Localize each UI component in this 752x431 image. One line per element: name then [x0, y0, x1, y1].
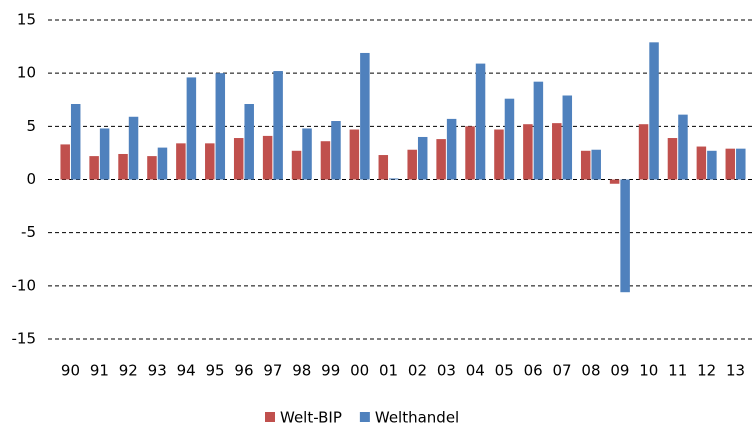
bar — [118, 153, 128, 180]
bar — [291, 150, 302, 180]
bar — [417, 136, 428, 180]
bar — [205, 143, 215, 180]
bar — [176, 143, 186, 180]
bar — [262, 135, 273, 180]
legend-label: Welt-BIP — [280, 409, 342, 427]
x-tick-label: 04 — [466, 362, 485, 380]
x-tick-label: 90 — [61, 362, 80, 380]
bar — [707, 150, 717, 180]
x-tick-label: 13 — [726, 362, 745, 380]
y-tick-label: 10 — [17, 64, 36, 82]
bar — [215, 73, 226, 180]
bar — [494, 129, 504, 180]
x-tick-label: 07 — [552, 362, 571, 380]
bar — [320, 141, 331, 180]
x-tick-label: 05 — [495, 362, 514, 380]
bar — [128, 116, 139, 180]
bar — [475, 63, 486, 180]
x-tick-label: 12 — [697, 362, 716, 380]
x-tick-label: 97 — [263, 362, 282, 380]
y-tick-label: -5 — [21, 223, 36, 241]
y-tick-label: -15 — [12, 330, 37, 348]
x-tick-label: 00 — [350, 362, 369, 380]
x-tick-label: 11 — [668, 362, 687, 380]
bar — [331, 121, 341, 180]
bar — [70, 104, 81, 180]
bar — [407, 149, 417, 180]
bar — [533, 81, 544, 180]
bar — [99, 128, 110, 180]
bar — [580, 150, 591, 180]
y-tick-label: -10 — [12, 276, 37, 294]
bar — [446, 118, 457, 180]
bar — [552, 123, 562, 180]
bar — [562, 95, 573, 180]
bar — [667, 138, 678, 180]
bar — [649, 42, 659, 180]
bar — [725, 148, 736, 180]
x-tick-label: 92 — [119, 362, 138, 380]
y-tick-label: 0 — [26, 170, 36, 188]
bar — [89, 156, 99, 180]
bar — [609, 179, 620, 184]
bar — [736, 148, 746, 180]
x-tick-label: 09 — [610, 362, 629, 380]
bar — [465, 126, 475, 180]
bar — [591, 149, 601, 180]
bar — [302, 128, 312, 180]
bar — [60, 144, 70, 180]
x-tick-label: 91 — [90, 362, 109, 380]
bar — [378, 155, 389, 180]
y-tick-label: 15 — [17, 11, 36, 29]
bar — [620, 179, 630, 293]
bar — [504, 98, 515, 180]
x-tick-label: 03 — [437, 362, 456, 380]
x-tick-label: 06 — [524, 362, 543, 380]
bar — [349, 129, 360, 180]
x-tick-label: 01 — [379, 362, 398, 380]
bar — [678, 114, 688, 180]
legend-swatch — [265, 412, 275, 422]
bar — [696, 146, 707, 180]
bar — [360, 52, 370, 180]
legend-swatch — [359, 412, 370, 422]
bar — [638, 124, 649, 180]
x-tick-label: 10 — [639, 362, 658, 380]
bar — [244, 104, 254, 180]
bar — [186, 77, 197, 180]
bar — [389, 178, 399, 180]
x-tick-label: 96 — [234, 362, 253, 380]
y-tick-label: 5 — [26, 117, 36, 135]
x-tick-label: 95 — [205, 362, 224, 380]
bar — [436, 139, 446, 180]
x-tick-label: 94 — [177, 362, 196, 380]
x-tick-label: 98 — [292, 362, 311, 380]
x-tick-label: 02 — [408, 362, 427, 380]
x-tick-label: 99 — [321, 362, 340, 380]
bar — [147, 156, 157, 180]
bar — [157, 147, 168, 180]
bar — [273, 71, 283, 180]
legend-label: Welthandel — [375, 409, 459, 427]
bar — [233, 138, 244, 180]
x-tick-label: 08 — [581, 362, 600, 380]
bar — [523, 124, 533, 180]
x-tick-label: 93 — [148, 362, 167, 380]
